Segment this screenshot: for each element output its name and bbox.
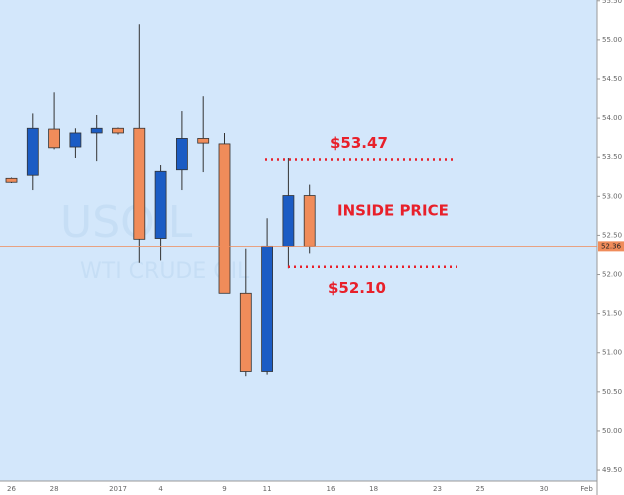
x-tick-label: 16	[327, 485, 336, 493]
candle-body	[26, 127, 39, 176]
y-tick-label: 51.00	[602, 349, 622, 357]
annotation-label: $52.10	[328, 279, 386, 297]
x-tick-label: 26	[7, 485, 16, 493]
x-tick-label: 2017	[109, 485, 127, 493]
candle-body	[133, 127, 146, 240]
x-tick-label: 4	[158, 485, 163, 493]
x-tick-label: 11	[263, 485, 272, 493]
x-tick-label: 23	[433, 485, 442, 493]
x-tick-label: 9	[222, 485, 226, 493]
candle-body	[112, 127, 124, 134]
y-tick-label: 51.50	[602, 310, 622, 318]
candle-body	[197, 138, 210, 144]
candle-body	[239, 292, 252, 372]
candle-body	[69, 132, 82, 148]
pattern-label: INSIDE PRICE	[337, 202, 449, 220]
y-tick-label: 50.50	[602, 388, 622, 396]
plot-area	[0, 0, 597, 481]
y-tick-label: 53.50	[602, 153, 622, 161]
x-tick-label: 30	[540, 485, 549, 493]
candle-body	[5, 177, 18, 183]
y-tick-label: 55.00	[602, 36, 622, 44]
y-tick-label: 49.50	[602, 466, 622, 474]
annotation-label: $53.47	[330, 134, 388, 152]
y-tick-label: 53.00	[602, 192, 622, 200]
candle-body	[282, 195, 295, 247]
candle-body	[261, 245, 274, 372]
candle-body	[90, 127, 103, 134]
x-tick-label: 18	[369, 485, 378, 493]
candle-body	[48, 128, 60, 149]
candle-body	[303, 195, 316, 247]
x-tick-label: Feb	[580, 485, 593, 493]
x-tick-label: 25	[476, 485, 485, 493]
y-tick-label: 52.00	[602, 271, 622, 279]
y-tick-label: 52.50	[602, 231, 622, 239]
current-price-tag	[598, 241, 624, 252]
candle-body	[154, 170, 167, 239]
watermark: USOIL	[60, 197, 193, 248]
candle-body	[218, 143, 231, 294]
y-tick-label: 50.00	[602, 427, 622, 435]
candle-body	[175, 138, 188, 171]
y-tick-label: 54.00	[602, 114, 622, 122]
y-tick-label: 55.50	[602, 0, 622, 5]
y-tick-label: 54.50	[602, 75, 622, 83]
current-price-label: 52.36	[601, 242, 622, 250]
x-tick-label: 28	[50, 485, 59, 493]
